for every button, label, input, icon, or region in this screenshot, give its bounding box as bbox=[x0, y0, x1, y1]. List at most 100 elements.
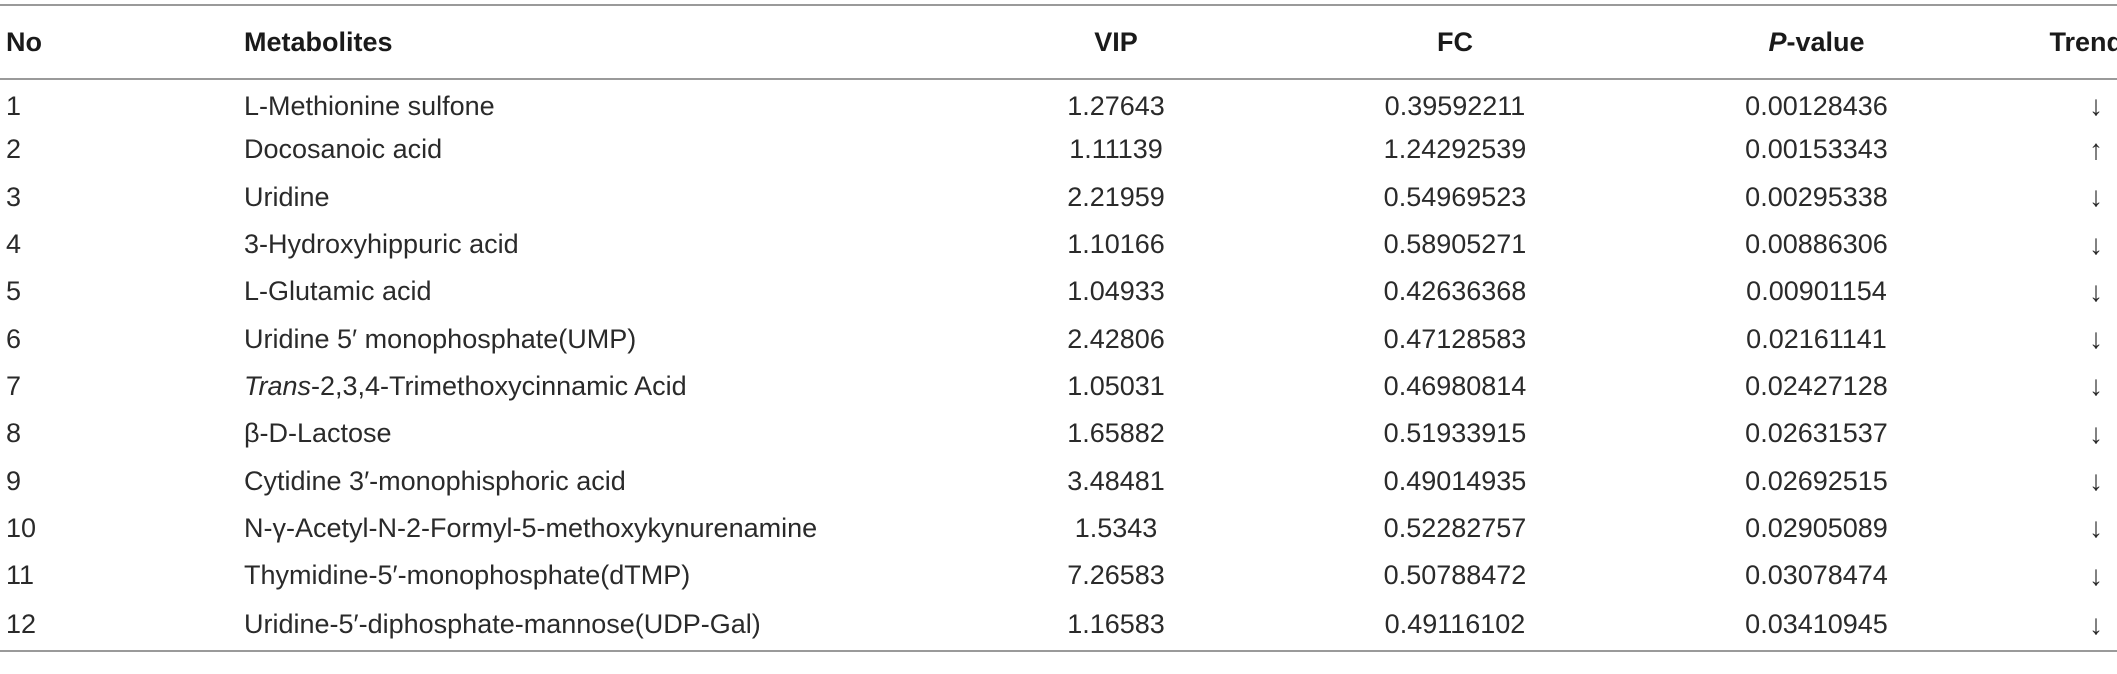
cell-trend: ↑ bbox=[2089, 133, 2103, 165]
cell-no: 4 bbox=[6, 229, 22, 260]
metabolite-name: Uridine-5′-diphosphate-mannose(UDP-Gal) bbox=[244, 609, 761, 640]
metabolite-name: Thymidine-5′-monophosphate(dTMP) bbox=[244, 560, 691, 591]
cell-metabolite: L-Glutamic acid bbox=[244, 268, 964, 315]
cell-vip: 3.48481 bbox=[1067, 465, 1165, 496]
cell-trend: ↓ bbox=[1991, 599, 2117, 653]
cell-no: 5 bbox=[6, 276, 22, 307]
cell-trend: ↓ bbox=[2089, 512, 2103, 544]
cell-metabolite: Trans-2,3,4-Trimethoxycinnamic Acid bbox=[244, 363, 964, 410]
metabolite-name: Cytidine 3′-monophisphoric acid bbox=[244, 465, 626, 496]
metabolite-italic-prefix: Trans bbox=[244, 370, 312, 401]
table-row: 2 Docosanoic acid 1.11139 1.24292539 0.00153… bbox=[0, 126, 2117, 173]
cell-trend: ↓ bbox=[2089, 90, 2103, 122]
metabolite-name: β-D-Lactose bbox=[244, 418, 392, 449]
cell-fc: 0.46980814 bbox=[1383, 370, 1527, 401]
cell-p-value: 0.02905089 bbox=[1745, 512, 1888, 543]
cell-p-value: 0.00153343 bbox=[1745, 134, 1888, 165]
cell-no: 12 bbox=[0, 599, 244, 653]
cell-metabolite: β-D-Lactose bbox=[244, 410, 964, 457]
cell-fc: 0.52282757 bbox=[1383, 512, 1527, 543]
table-row: 12 Uridine-5′-diphosphate-mannose(UDP-Gal… bbox=[0, 599, 2117, 653]
cell-metabolite: Uridine bbox=[244, 174, 964, 221]
cell-trend: ↓ bbox=[2089, 417, 2103, 449]
cell-no: 10 bbox=[6, 512, 37, 543]
cell-p-value: 0.02631537 bbox=[1745, 418, 1888, 449]
cell-vip: 1.10166 bbox=[1067, 229, 1165, 260]
cell-fc: 0.49014935 bbox=[1383, 465, 1527, 496]
table-row: 11 Thymidine-5′-monophosphate(dTMP) 7.2658… bbox=[0, 552, 2117, 599]
table-header: No Metabolites VIP FC P-value Trend bbox=[0, 4, 2117, 80]
metabolite-name: 3-Hydroxyhippuric acid bbox=[244, 229, 519, 260]
cell-metabolite: 3-Hydroxyhippuric acid bbox=[244, 221, 964, 268]
cell-no: 8 bbox=[6, 418, 22, 449]
table-row: 10 N-γ-Acetyl-N-2-Formyl-5-methoxykynuren… bbox=[0, 505, 2117, 552]
metabolite-name: Uridine bbox=[244, 181, 330, 212]
cell-trend: ↓ bbox=[2089, 181, 2103, 213]
metabolites-table: No Metabolites VIP FC P-value Trend 1 L-M… bbox=[0, 4, 2117, 653]
cell-vip: 2.42806 bbox=[1067, 323, 1165, 354]
header-row: No Metabolites VIP FC P-value Trend bbox=[0, 4, 2117, 80]
cell-fc: 0.50788472 bbox=[1383, 560, 1527, 591]
header-metabolites: Metabolites bbox=[244, 4, 964, 80]
metabolite-name: L-Glutamic acid bbox=[244, 276, 432, 307]
cell-trend: ↓ bbox=[2089, 228, 2103, 260]
cell-trend: ↓ bbox=[2089, 275, 2103, 307]
cell-vip: 1.65882 bbox=[1067, 418, 1165, 449]
cell-p-value: 0.00128436 bbox=[1745, 90, 1888, 121]
table-row: 5 L-Glutamic acid 1.04933 0.42636368 0.00901… bbox=[0, 268, 2117, 315]
cell-trend: ↓ bbox=[2089, 559, 2103, 591]
cell-p-value: 0.00886306 bbox=[1745, 229, 1888, 260]
cell-metabolite: Thymidine-5′-monophosphate(dTMP) bbox=[244, 552, 964, 599]
cell-metabolite: N-γ-Acetyl-N-2-Formyl-5-methoxykynurenam… bbox=[244, 505, 964, 552]
cell-no: 1 bbox=[6, 90, 22, 121]
table-body: 1 L-Methionine sulfone 1.27643 0.39592211 0.… bbox=[0, 79, 2117, 653]
metabolite-name: L-Methionine sulfone bbox=[244, 90, 495, 121]
header-trend: Trend bbox=[1991, 4, 2117, 80]
header-p-value: P-value bbox=[1642, 4, 1991, 80]
cell-fc: 1.24292539 bbox=[1383, 134, 1527, 165]
cell-no: 11 bbox=[6, 560, 35, 591]
metabolite-name: Uridine 5′ monophosphate(UMP) bbox=[244, 323, 637, 354]
header-fc: FC bbox=[1268, 4, 1642, 80]
cell-vip: 1.16583 bbox=[964, 599, 1268, 653]
table-row: 9 Cytidine 3′-monophisphoric acid 3.48481 0… bbox=[0, 457, 2117, 504]
cell-vip: 2.21959 bbox=[1067, 181, 1165, 212]
cell-no: 6 bbox=[6, 323, 22, 354]
cell-p-value: 0.02692515 bbox=[1745, 465, 1888, 496]
cell-vip: 1.11139 bbox=[1069, 134, 1163, 165]
table-row: 8 β-D-Lactose 1.65882 0.51933915 0.02631537 ↓ bbox=[0, 410, 2117, 457]
cell-metabolite: Cytidine 3′-monophisphoric acid bbox=[244, 457, 964, 504]
cell-p-value: 0.02427128 bbox=[1745, 370, 1888, 401]
metabolite-name: Docosanoic acid bbox=[244, 134, 443, 165]
metabolite-name: N-γ-Acetyl-N-2-Formyl-5-methoxykynurenam… bbox=[244, 512, 818, 543]
cell-trend: ↓ bbox=[2089, 323, 2103, 355]
cell-metabolite: L-Methionine sulfone bbox=[244, 79, 964, 126]
cell-fc: 0.54969523 bbox=[1383, 181, 1527, 212]
cell-p-value: 0.00901154 bbox=[1746, 276, 1887, 307]
table-row: 7 Trans-2,3,4-Trimethoxycinnamic Acid 1.05… bbox=[0, 363, 2117, 410]
cell-p-value: 0.02161141 bbox=[1746, 323, 1887, 354]
cell-no: 3 bbox=[6, 181, 22, 212]
cell-vip: 7.26583 bbox=[1067, 560, 1165, 591]
cell-vip: 1.04933 bbox=[1067, 276, 1165, 307]
cell-fc: 0.42636368 bbox=[1383, 276, 1527, 307]
cell-no: 9 bbox=[6, 465, 22, 496]
cell-vip: 1.5343 bbox=[1074, 512, 1158, 543]
metabolite-name: -2,3,4-Trimethoxycinnamic Acid bbox=[311, 370, 687, 401]
cell-fc: 0.47128583 bbox=[1383, 323, 1527, 354]
cell-no: 7 bbox=[6, 370, 22, 401]
table-row: 6 Uridine 5′ monophosphate(UMP) 2.42806 0.4… bbox=[0, 315, 2117, 362]
cell-fc: 0.51933915 bbox=[1383, 418, 1527, 449]
cell-fc: 0.49116102 bbox=[1268, 599, 1642, 653]
cell-metabolite: Uridine-5′-diphosphate-mannose(UDP-Gal) bbox=[244, 599, 964, 653]
header-no: No bbox=[0, 4, 244, 80]
cell-no: 2 bbox=[6, 134, 22, 165]
cell-fc: 0.58905271 bbox=[1383, 229, 1527, 260]
cell-p-value: 0.03410945 bbox=[1642, 599, 1991, 653]
cell-trend: ↓ bbox=[2089, 465, 2103, 497]
header-vip: VIP bbox=[964, 4, 1268, 80]
table-row: 1 L-Methionine sulfone 1.27643 0.39592211 0.… bbox=[0, 79, 2117, 126]
cell-vip: 1.05031 bbox=[1067, 370, 1165, 401]
cell-metabolite: Docosanoic acid bbox=[244, 126, 964, 173]
